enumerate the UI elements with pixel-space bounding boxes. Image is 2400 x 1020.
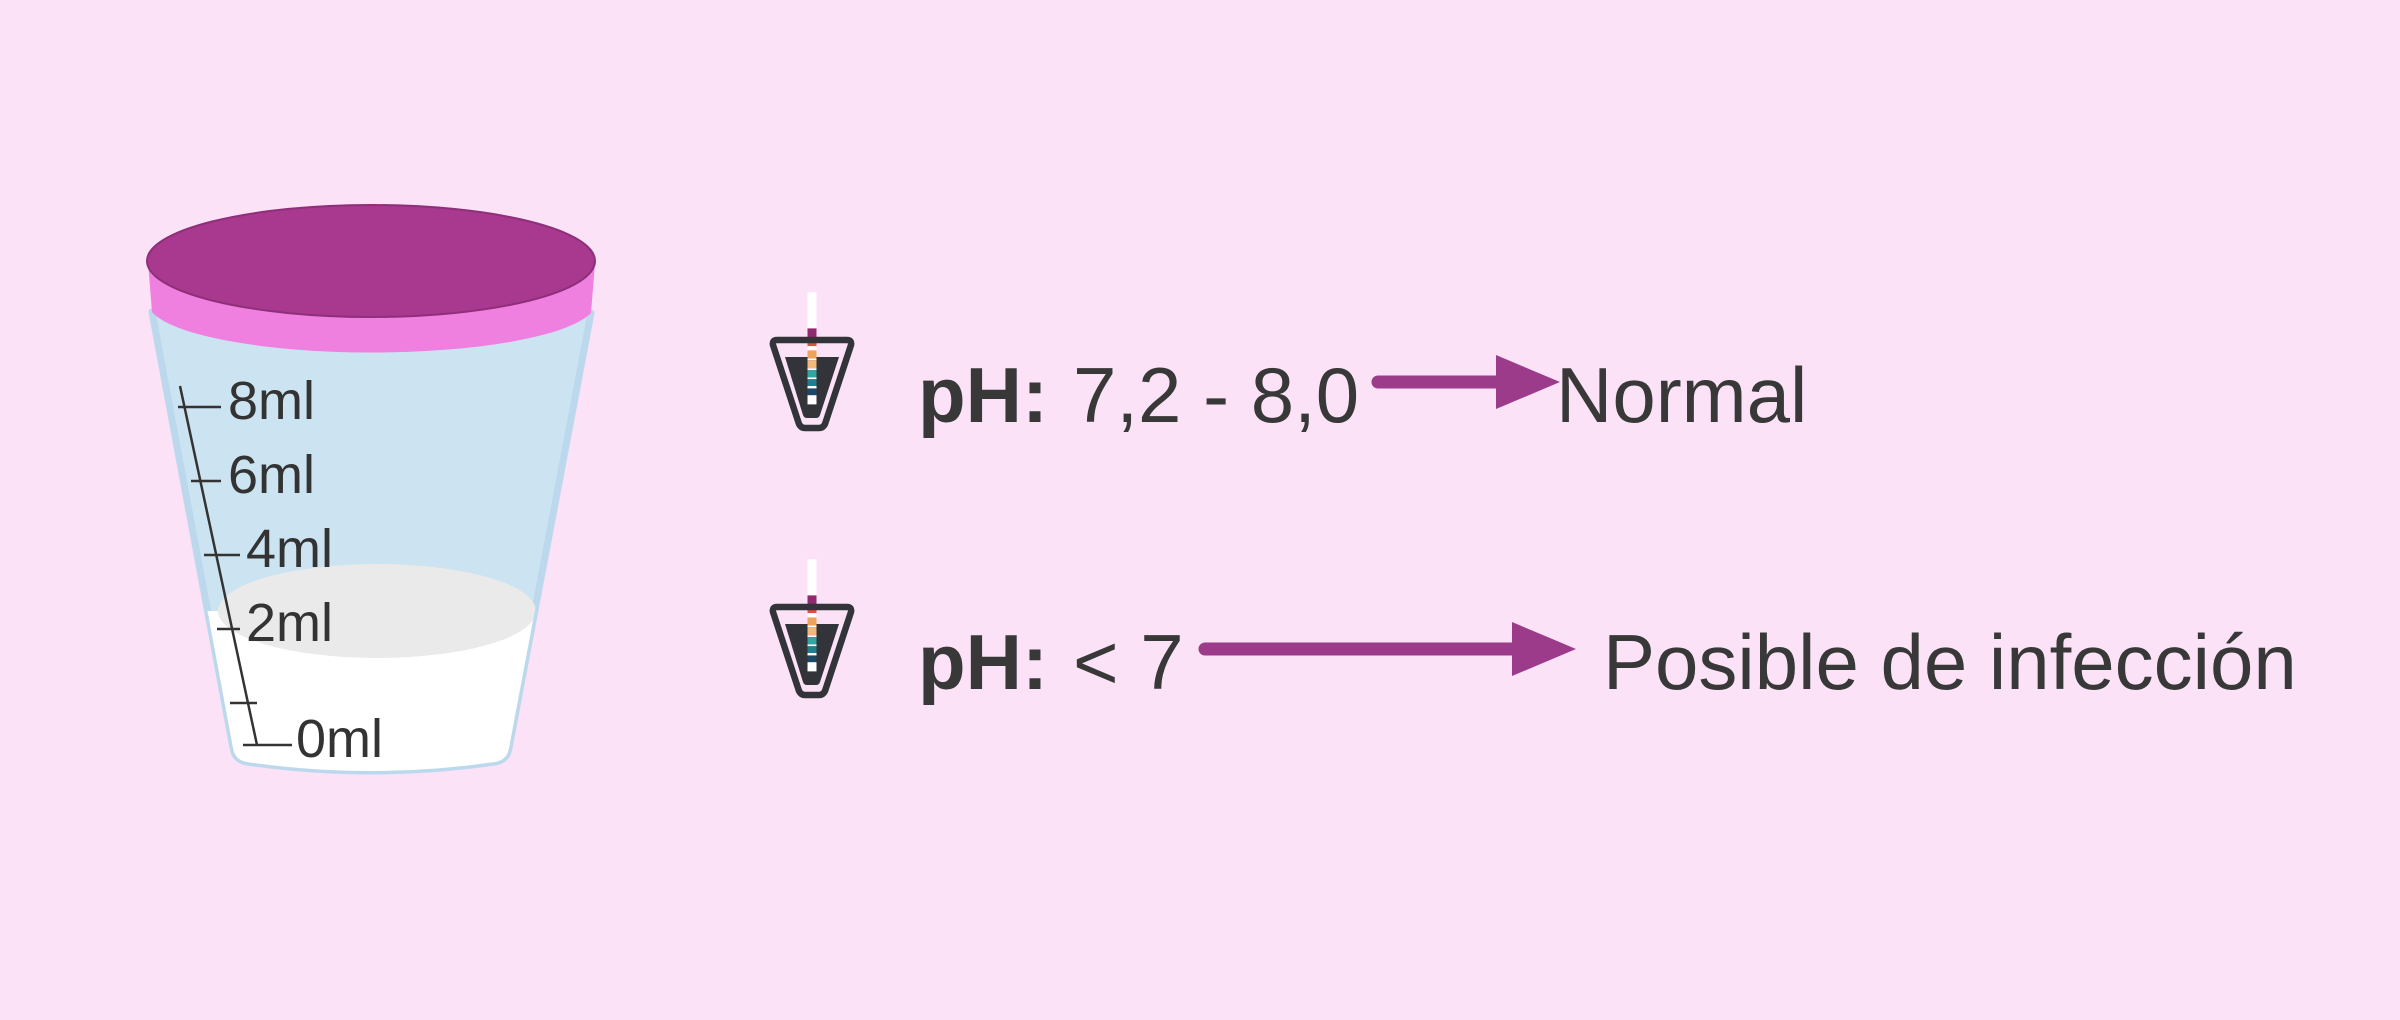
svg-text:7,2 - 8,0: 7,2 - 8,0 — [1073, 351, 1359, 439]
svg-text:Posible de infección: Posible de infección — [1603, 618, 2297, 706]
svg-text:4ml: 4ml — [246, 519, 333, 579]
svg-text:Normal: Normal — [1556, 351, 1807, 439]
svg-text:8ml: 8ml — [228, 371, 315, 431]
svg-text:pH:: pH: — [918, 618, 1048, 706]
svg-text:6ml: 6ml — [228, 445, 315, 505]
svg-text:pH:: pH: — [918, 351, 1048, 439]
svg-text:2ml: 2ml — [246, 593, 333, 653]
svg-text:< 7: < 7 — [1073, 618, 1184, 706]
svg-text:0ml: 0ml — [296, 709, 383, 769]
